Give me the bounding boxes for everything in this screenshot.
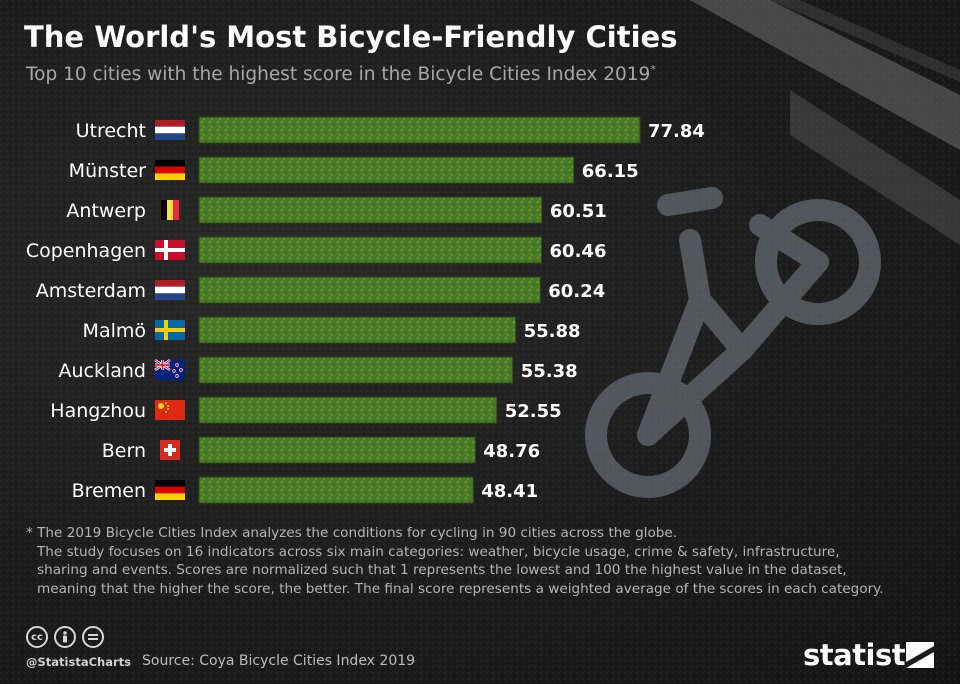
category-label: Copenhagen	[26, 240, 146, 262]
by-icon[interactable]	[54, 626, 76, 648]
value-label: 60.46	[550, 241, 607, 262]
sweden-flag	[155, 320, 185, 340]
category-label: Münster	[69, 160, 147, 182]
value-label: 60.51	[550, 201, 607, 222]
chart-title: The World's Most Bicycle-Friendly Cities	[24, 20, 678, 54]
category-label: Bern	[102, 440, 146, 462]
bar-auckland	[198, 356, 514, 384]
nd-icon[interactable]	[82, 626, 104, 648]
value-label: 52.55	[505, 401, 562, 422]
bar-malmö	[198, 316, 517, 344]
source-note: Source: Coya Bicycle Cities Index 2019	[142, 653, 416, 669]
germany-flag	[155, 160, 185, 180]
bar-münster	[198, 156, 575, 184]
new-zealand-flag	[154, 358, 185, 380]
bar-copenhagen	[198, 236, 543, 264]
cc-icon[interactable]: cc	[26, 626, 48, 648]
category-label: Antwerp	[66, 200, 146, 222]
china-flag	[155, 400, 185, 420]
license-icons: cc	[26, 626, 104, 648]
denmark-flag	[155, 240, 185, 260]
value-label: 55.38	[521, 361, 578, 382]
switzerland-flag	[160, 440, 180, 460]
netherlands-flag	[155, 120, 185, 140]
chart-subtitle: Top 10 cities with the highest score in …	[26, 63, 656, 85]
category-label: Amsterdam	[36, 280, 146, 302]
bar-bremen	[198, 476, 474, 504]
statista-logo-text[interactable]: statista	[803, 638, 925, 672]
bar-amsterdam	[198, 276, 541, 304]
category-label: Auckland	[58, 360, 146, 382]
subtitle-text: Top 10 cities with the highest score in …	[26, 64, 651, 86]
value-label: 48.41	[481, 481, 538, 502]
category-label: Bremen	[72, 480, 146, 502]
category-label: Malmö	[83, 320, 146, 342]
bar-chart: Utrecht 77.84 Münster 66.15 Antwerp 60.51 Cope…	[26, 116, 705, 504]
value-label: 48.76	[483, 441, 540, 462]
statista-logo-icon	[906, 642, 934, 668]
category-label: Hangzhou	[50, 400, 146, 422]
value-label: 77.84	[648, 121, 705, 142]
bar-hangzhou	[198, 396, 498, 424]
category-label: Utrecht	[76, 120, 146, 142]
netherlands-flag	[155, 280, 185, 300]
belgium-flag	[161, 200, 179, 220]
subtitle-footnote-mark: *	[650, 63, 656, 76]
value-label: 66.15	[582, 161, 639, 182]
footnote: * The 2019 Bicycle Cities Index analyzes…	[26, 524, 946, 598]
footnote-line: meaning that the higher the score, the b…	[37, 580, 884, 597]
value-label: 55.88	[524, 321, 581, 342]
bar-bern	[198, 436, 476, 464]
germany-flag	[155, 480, 185, 500]
credit-handle[interactable]: @StatistaCharts	[26, 655, 131, 669]
footnote-line: * The 2019 Bicycle Cities Index analyzes…	[26, 525, 678, 541]
footnote-line: The study focuses on 16 indicators acros…	[37, 543, 840, 560]
bar-utrecht	[198, 116, 641, 144]
bar-antwerp	[198, 196, 543, 224]
footnote-line: sharing and events. Scores are normalize…	[37, 562, 847, 578]
value-label: 60.24	[548, 281, 605, 302]
